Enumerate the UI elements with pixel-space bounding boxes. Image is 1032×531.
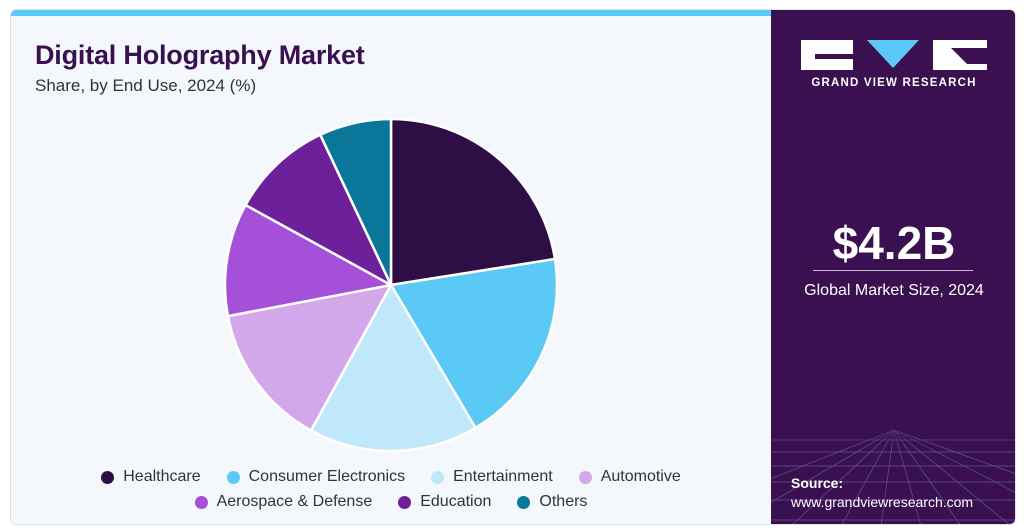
pie-slice-consumer-electronics bbox=[388, 257, 559, 430]
legend-swatch bbox=[578, 470, 592, 484]
legend-label: Others bbox=[539, 493, 588, 510]
brand-name: GRAND VIEW RESEARCH bbox=[811, 77, 977, 89]
legend-item: Entertainment bbox=[431, 468, 553, 486]
source-label: Source: bbox=[791, 475, 844, 491]
legend-label: Entertainment bbox=[453, 468, 553, 485]
legend-swatch bbox=[101, 470, 115, 484]
legend-item: Others bbox=[517, 493, 587, 511]
legend-item: Healthcare bbox=[101, 468, 201, 486]
infographic-card: Digital Holography Market Share, by End … bbox=[10, 9, 1016, 525]
legend-item: Consumer Electronics bbox=[226, 468, 406, 486]
pie-slice-healthcare bbox=[389, 117, 557, 287]
pie-slice-others bbox=[318, 117, 393, 286]
legend-item: Automotive bbox=[578, 468, 681, 486]
accent-bar bbox=[11, 10, 771, 16]
legend-swatch bbox=[398, 495, 412, 509]
market-size-value: $4.2B bbox=[832, 217, 956, 269]
source-link[interactable]: www.grandviewresearch.com bbox=[791, 494, 974, 510]
grid-background bbox=[771, 410, 1015, 524]
chart-subtitle: Share, by End Use, 2024 (%) bbox=[35, 76, 257, 95]
market-size-caption: Global Market Size, 2024 bbox=[804, 282, 984, 299]
pie-chart bbox=[223, 117, 559, 453]
legend-item: Aerospace & Defense bbox=[194, 493, 373, 511]
legend-swatch bbox=[517, 495, 531, 509]
summary-panel: GRAND VIEW RESEARCH $4.2B Global Market … bbox=[771, 10, 1015, 524]
legend-swatch bbox=[226, 470, 240, 484]
pie-slice-automotive bbox=[226, 283, 394, 433]
legend-label: Consumer Electronics bbox=[248, 468, 406, 485]
value-divider bbox=[813, 270, 973, 271]
pie-slice-aerospace-defense bbox=[223, 203, 395, 318]
legend-swatch bbox=[194, 495, 208, 509]
legend-label: Aerospace & Defense bbox=[216, 493, 373, 510]
legend-label: Automotive bbox=[600, 468, 681, 485]
chart-panel: Digital Holography Market Share, by End … bbox=[11, 16, 771, 524]
chart-title: Digital Holography Market bbox=[35, 40, 365, 70]
legend-swatch bbox=[431, 470, 445, 484]
pie-slice-education bbox=[243, 133, 394, 288]
legend-item: Education bbox=[398, 493, 491, 511]
legend-label: Education bbox=[420, 493, 492, 510]
pie-slice-entertainment bbox=[309, 282, 478, 453]
grand-view-research-logo bbox=[801, 40, 987, 70]
legend-label: Healthcare bbox=[123, 468, 201, 485]
